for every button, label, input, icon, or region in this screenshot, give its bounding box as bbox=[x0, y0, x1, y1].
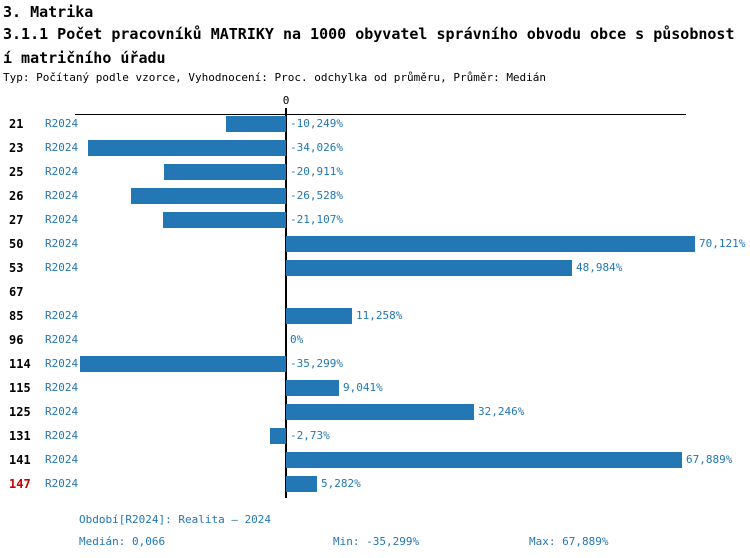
row-value-label: 11,258% bbox=[356, 309, 403, 322]
row-period-label: R2024 bbox=[45, 333, 79, 346]
row-bar bbox=[164, 164, 286, 180]
row-category-label: 26 bbox=[9, 189, 24, 203]
row-value-label: 67,889% bbox=[686, 453, 733, 466]
chart-title-line-1: 3.1.1 Počet pracovníků MATRIKY na 1000 o… bbox=[3, 25, 735, 43]
row-value-label: -20,911% bbox=[290, 165, 343, 178]
row-bar bbox=[286, 260, 572, 276]
row-value-label: 70,121% bbox=[699, 237, 746, 250]
row-bar bbox=[270, 428, 286, 444]
row-period-label: R2024 bbox=[45, 453, 79, 466]
row-period-label: R2024 bbox=[45, 117, 79, 130]
row-period-label: R2024 bbox=[45, 237, 79, 250]
row-period-label: R2024 bbox=[45, 165, 79, 178]
row-category-label: 27 bbox=[9, 213, 24, 227]
plot-top-rule bbox=[75, 114, 686, 115]
row-bar bbox=[286, 476, 317, 492]
row-bar bbox=[286, 380, 339, 396]
row-period-label: R2024 bbox=[45, 357, 79, 370]
row-category-label: 125 bbox=[9, 405, 31, 419]
row-value-label: 5,282% bbox=[321, 477, 361, 490]
row-period-label: R2024 bbox=[45, 429, 79, 442]
row-category-label: 96 bbox=[9, 333, 24, 347]
chart-meta-line: Typ: Počítaný podle vzorce, Vyhodnocení:… bbox=[3, 71, 547, 84]
row-category-label: 23 bbox=[9, 141, 24, 155]
row-category-label: 141 bbox=[9, 453, 31, 467]
row-value-label: 48,984% bbox=[576, 261, 623, 274]
footer-median: Medián: 0,066 bbox=[79, 535, 166, 548]
row-value-label: 0% bbox=[290, 333, 304, 346]
row-period-label: R2024 bbox=[45, 381, 79, 394]
page-title: 3. Matrika bbox=[3, 3, 94, 21]
row-value-label: -2,73% bbox=[290, 429, 330, 442]
row-value-label: -26,528% bbox=[290, 189, 343, 202]
row-category-label: 147 bbox=[9, 477, 31, 491]
row-category-label: 67 bbox=[9, 285, 24, 299]
zero-tick-label: 0 bbox=[282, 94, 290, 107]
row-category-label: 131 bbox=[9, 429, 31, 443]
row-period-label: R2024 bbox=[45, 477, 79, 490]
row-category-label: 53 bbox=[9, 261, 24, 275]
footer-max: Max: 67,889% bbox=[529, 535, 609, 548]
row-value-label: 9,041% bbox=[343, 381, 383, 394]
row-category-label: 50 bbox=[9, 237, 24, 251]
row-bar bbox=[163, 212, 286, 228]
row-period-label: R2024 bbox=[45, 141, 79, 154]
row-value-label: -34,026% bbox=[290, 141, 343, 154]
row-bar bbox=[88, 140, 286, 156]
row-category-label: 25 bbox=[9, 165, 24, 179]
row-value-label: -10,249% bbox=[290, 117, 343, 130]
row-value-label: 32,246% bbox=[478, 405, 525, 418]
row-bar bbox=[131, 188, 286, 204]
row-period-label: R2024 bbox=[45, 213, 79, 226]
row-bar bbox=[80, 356, 286, 372]
row-bar bbox=[286, 404, 474, 420]
row-category-label: 115 bbox=[9, 381, 31, 395]
zero-axis-line bbox=[285, 108, 287, 498]
row-bar bbox=[286, 308, 352, 324]
row-category-label: 21 bbox=[9, 117, 24, 131]
row-bar bbox=[286, 452, 682, 468]
row-period-label: R2024 bbox=[45, 261, 79, 274]
footer-min: Min: -35,299% bbox=[333, 535, 420, 548]
row-bar bbox=[286, 236, 695, 252]
chart-title-line-2: í matričního úřadu bbox=[3, 49, 166, 67]
row-period-label: R2024 bbox=[45, 405, 79, 418]
footer-period-info: Období[R2024]: Realita – 2024 bbox=[79, 513, 272, 526]
row-period-label: R2024 bbox=[45, 189, 79, 202]
row-period-label: R2024 bbox=[45, 309, 79, 322]
row-bar bbox=[226, 116, 286, 132]
row-category-label: 114 bbox=[9, 357, 31, 371]
row-value-label: -35,299% bbox=[290, 357, 343, 370]
row-value-label: -21,107% bbox=[290, 213, 343, 226]
row-category-label: 85 bbox=[9, 309, 24, 323]
